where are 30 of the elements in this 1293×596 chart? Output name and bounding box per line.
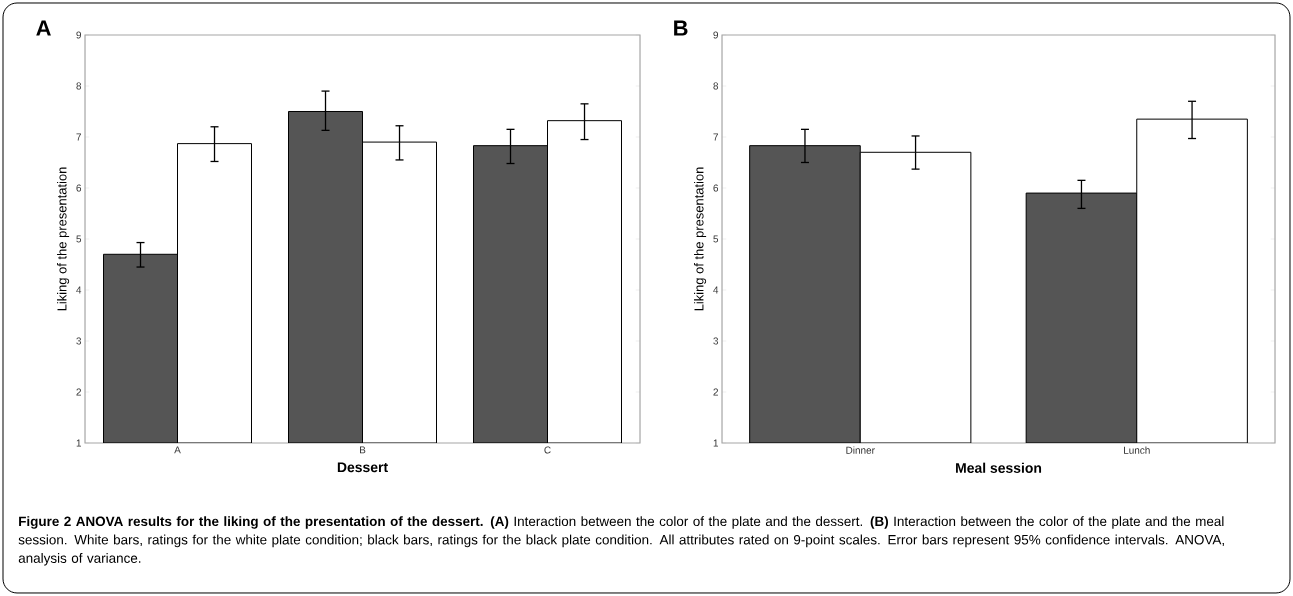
- y-tick-label: 8: [713, 82, 719, 90]
- y-tick-label: 8: [76, 82, 82, 90]
- y-tick-label: 5: [713, 235, 719, 243]
- y-tick-label: 9: [76, 31, 82, 39]
- y-axis-title: Liking of the presentation: [694, 167, 707, 311]
- x-tick-label: Dinner: [846, 446, 875, 454]
- y-tick-label: 2: [713, 388, 718, 396]
- y-tick-label: 1: [76, 439, 82, 447]
- y-tick-label: 1: [713, 439, 719, 447]
- x-tick-label: B: [360, 446, 366, 454]
- y-axis-title: Liking of the presentation: [57, 167, 70, 311]
- y-tick-label: 6: [713, 184, 719, 192]
- x-axis-title: Dessert: [337, 462, 388, 473]
- text: Figure 2 ANOVA results for the liking of the presentation of the dessert. (A) Interaction between the color of the plate and the dessert. (B) Interaction between the color of the plate and the meal session. White bars, ratings for the white plate condition; black bars, ratings for the black plate condition. All attributes rated on 9-point scales. Error bars represent 95% confidence intervals. ANOVA, analysis of variance.: [18, 516, 1224, 566]
- y-tick-label: 2: [76, 388, 81, 396]
- y-tick-label: 5: [76, 235, 82, 243]
- y-tick-label: 7: [713, 133, 718, 141]
- y-tick-label: 6: [76, 184, 82, 192]
- chart-title: B: [674, 20, 688, 36]
- y-tick-label: 4: [76, 286, 82, 294]
- chart-title: A: [36, 20, 51, 36]
- x-tick-label: Lunch: [1124, 446, 1150, 454]
- y-tick-label: 4: [713, 286, 719, 294]
- y-tick-label: 3: [713, 337, 719, 345]
- y-tick-label: 9: [713, 31, 719, 39]
- y-tick-label: 7: [76, 133, 81, 141]
- x-tick-label: A: [174, 446, 181, 454]
- x-axis-title: Meal session: [956, 462, 1042, 473]
- y-tick-label: 3: [76, 337, 82, 345]
- x-tick-label: C: [544, 446, 551, 454]
